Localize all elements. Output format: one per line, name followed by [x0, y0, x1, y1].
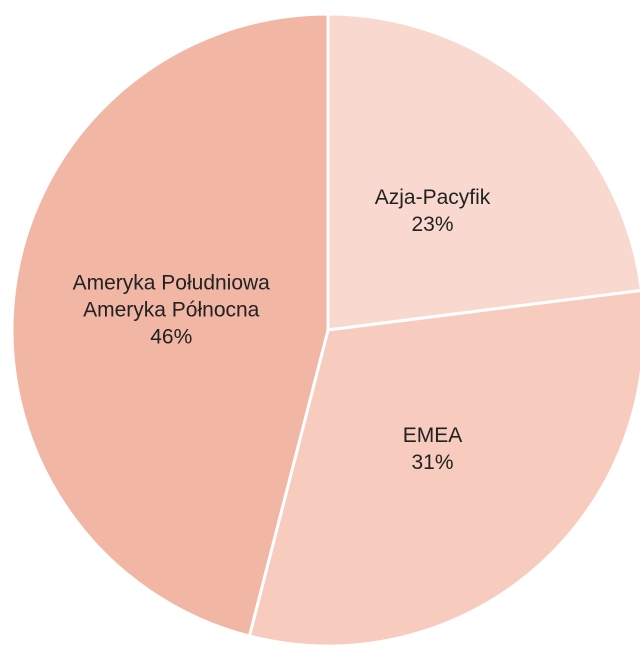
slice-label: Ameryka Południowa Ameryka Północna 46%: [73, 270, 270, 351]
category-label: EMEA: [402, 423, 463, 447]
value-label: 46%: [150, 325, 193, 349]
value-label: 31%: [411, 450, 454, 474]
value-label: 23%: [411, 213, 454, 237]
pie-slice: [326, 12, 640, 332]
slice-label: Azja-Pacyfik 23%: [375, 184, 491, 238]
category-label: Azja-Pacyfik: [374, 186, 491, 210]
category-label: Ameryka Południowa Ameryka Północna: [72, 271, 270, 322]
slice-label: EMEA 31%: [403, 422, 463, 476]
pie-slice: [10, 12, 330, 638]
